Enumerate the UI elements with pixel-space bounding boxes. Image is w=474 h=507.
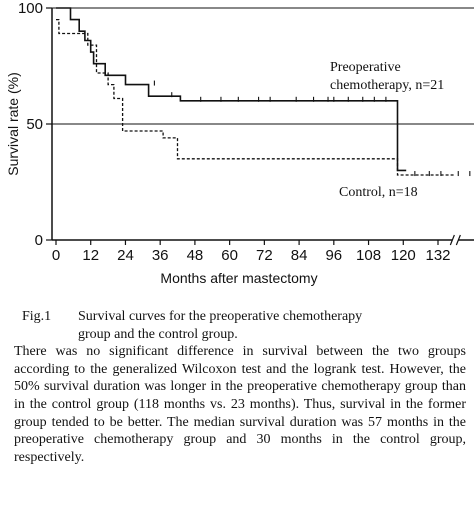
y-tick-label: 100 [18,0,43,17]
x-tick-label: 132 [425,247,450,264]
x-tick-label: 24 [117,247,134,264]
x-tick-label: 108 [356,247,381,264]
legend-control: Control, n=18 [339,185,418,200]
series-group [56,7,471,177]
axis-break-gap [452,234,459,246]
x-tick-label: 60 [221,247,238,264]
y-axis-label: Survival rate (%) [5,72,21,175]
x-tick-label: 48 [187,247,204,264]
x-tick-label: 12 [82,247,99,264]
x-tick-label: 84 [291,247,308,264]
x-axis: 0 12 24 36 48 60 72 84 96 108 120 132 [52,234,474,264]
figure-title-line1: Survival curves for the preoperative che… [78,309,363,324]
y-tick-label: 50 [26,116,43,133]
figure-description: There was no significant difference in s… [14,344,466,465]
legend-preoperative-line2: chemotherapy, n=21 [330,78,444,93]
y-axis: 0 50 100 [18,0,53,249]
x-tick-label: 0 [52,247,60,264]
chart-frame [52,7,474,125]
survival-line-control [56,18,456,176]
x-tick-label: 72 [256,247,273,264]
x-tick-label: 96 [325,247,342,264]
x-tick-label: 120 [391,247,416,264]
axis-break-mark [449,234,461,246]
caption-heading: Fig.1 Survival curves for the preoperati… [14,308,466,343]
series-control [56,18,471,177]
series-preoperative [56,7,407,172]
x-axis-label: Months after mastectomy [160,270,317,286]
survival-chart: 0 50 100 0 12 24 36 48 60 72 84 96 108 120 132 Surviv… [5,0,474,286]
figure-label: Fig.1 [22,309,52,324]
y-tick-label: 0 [35,232,43,249]
figure-title-line2: group and the control group. [78,326,238,342]
x-tick-label: 36 [152,247,169,264]
survival-line-preoperative [56,7,407,172]
legend-preoperative-line1: Preoperative [330,60,401,75]
figure-title: Survival curves for the preoperative che… [78,308,466,343]
figure-caption: Fig.1 Survival curves for the preoperati… [14,308,466,466]
